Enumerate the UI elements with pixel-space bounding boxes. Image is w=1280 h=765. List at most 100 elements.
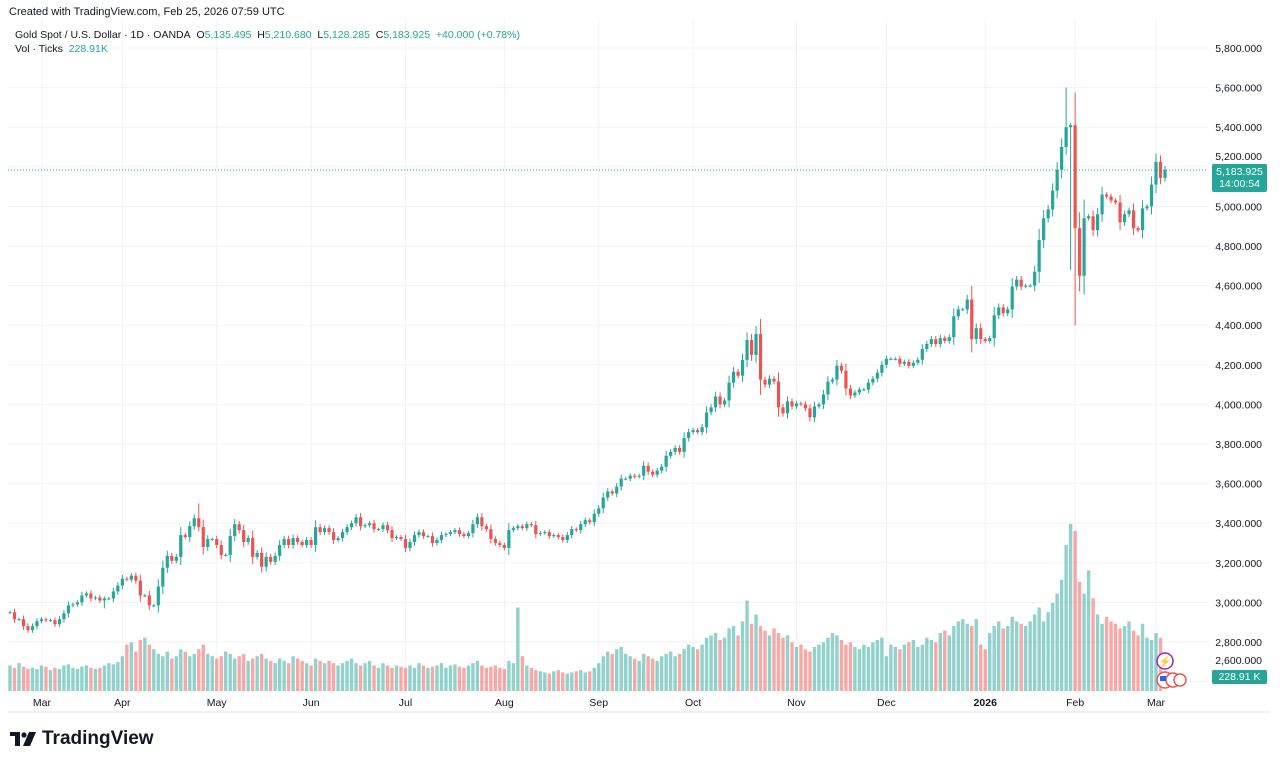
volume-bar (606, 651, 610, 691)
candle (372, 519, 376, 533)
candle (848, 384, 853, 400)
candle-body (219, 544, 223, 555)
candle-body (161, 567, 165, 587)
volume-bar (430, 666, 435, 691)
candle-body (421, 532, 426, 537)
candle (525, 521, 529, 531)
candle-body (767, 378, 772, 385)
candle-body (637, 475, 641, 477)
candle-body (835, 365, 839, 380)
candle-body (1149, 184, 1154, 207)
volume-bar (718, 639, 722, 691)
candle (844, 363, 848, 396)
volume-bar (318, 660, 322, 691)
candle (835, 360, 839, 386)
candle (340, 528, 345, 542)
candle (345, 524, 349, 536)
candle (669, 449, 673, 459)
candle-body (1042, 218, 1046, 241)
candle (947, 334, 951, 344)
candle-body (156, 586, 160, 606)
candle-body (367, 523, 372, 526)
candle-body (1064, 127, 1068, 147)
candle-body (340, 532, 345, 539)
candle-body (920, 348, 924, 360)
volume-bar (511, 663, 516, 691)
candle-body (237, 524, 241, 531)
candle (484, 523, 488, 532)
candle-body (866, 382, 870, 390)
volume-bar (219, 656, 223, 691)
low-value: 5,128.285 (323, 29, 370, 41)
volume-bar (1140, 623, 1145, 691)
volume-bar (259, 653, 264, 691)
candle (417, 529, 421, 538)
candle (983, 336, 987, 344)
candle (920, 344, 924, 365)
volume-bar (309, 665, 313, 691)
candle-body (992, 315, 996, 339)
volume-bar (893, 646, 898, 691)
volume-bar (826, 637, 830, 691)
candle-body (1078, 228, 1082, 276)
open-value: 5,135.495 (204, 29, 252, 41)
volume-bar (565, 673, 569, 691)
volume-bar (601, 656, 605, 691)
volume-bar (421, 665, 426, 691)
price-tick-label: 5,400.000 (1215, 122, 1262, 134)
volume-bar (628, 656, 632, 691)
volume-bar (704, 637, 709, 691)
candle-body (75, 602, 80, 605)
candle (992, 306, 996, 347)
volume-bar (758, 626, 763, 691)
candle (228, 528, 232, 563)
price-tick-label: 3,800.000 (1215, 439, 1262, 451)
candle (925, 340, 929, 353)
volume-bar (1077, 581, 1082, 691)
volume-bar (911, 639, 916, 691)
volume-bar (98, 667, 102, 691)
candle-body (390, 530, 394, 539)
volume-bar (174, 656, 178, 691)
candle (808, 404, 812, 422)
candle (246, 535, 250, 545)
candle (17, 617, 21, 621)
volume-bar (80, 666, 84, 691)
candle (331, 528, 336, 544)
candle (1001, 304, 1005, 317)
volume-bar (547, 673, 551, 691)
candle-body (736, 371, 740, 376)
volume-bar (525, 665, 529, 691)
time-tick-label: 2026 (974, 697, 998, 709)
candle-body (210, 539, 214, 541)
time-tick-label: Feb (1066, 697, 1084, 709)
candle (916, 357, 920, 366)
volume-bar (588, 671, 592, 691)
candle (821, 389, 826, 409)
candle (529, 522, 533, 528)
volume-bar (385, 665, 390, 691)
volume-bar (111, 664, 116, 691)
candle-body (561, 537, 565, 541)
candle-body (606, 491, 610, 498)
candle (242, 524, 246, 548)
candle (561, 534, 565, 543)
candle-body (1100, 194, 1104, 215)
candle-body (318, 527, 322, 533)
tradingview-logo[interactable]: TradingView (10, 728, 154, 750)
candle-body (713, 396, 718, 408)
volume-bar (1145, 637, 1149, 691)
price-tick-label: 4,200.000 (1215, 360, 1262, 372)
volume-bar (304, 663, 309, 691)
candle-body (588, 520, 592, 523)
candle-body (956, 309, 960, 317)
price-axis: 2,600.000 2,800.000 3,000.000 3,200.000 3,40… (1215, 43, 1262, 667)
volume-bar (943, 630, 947, 691)
candle-body (403, 539, 408, 548)
candle-body (80, 595, 84, 603)
candle-body (507, 530, 511, 548)
price-tick-label: 2,600.000 (1215, 655, 1262, 667)
candle-body (502, 544, 506, 548)
candle-body (961, 309, 965, 311)
